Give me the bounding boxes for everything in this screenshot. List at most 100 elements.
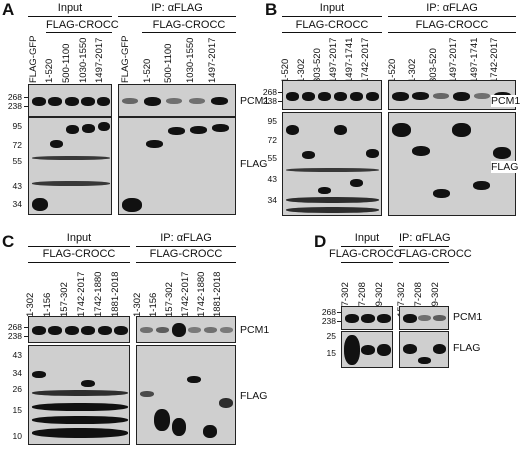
mw-marker: 43 xyxy=(267,174,277,184)
blot-flag-input xyxy=(28,345,130,445)
ip-header: IP: αFLAG xyxy=(399,232,451,244)
mw-marker: 268 xyxy=(7,322,22,332)
pcm1-label: PCM1 xyxy=(491,95,520,107)
mw-marker: 34 xyxy=(267,195,277,205)
header-rule xyxy=(28,16,112,17)
header-rule xyxy=(136,246,236,247)
construct-label: FLAG-CROCC xyxy=(399,248,472,260)
mw-marker: 43 xyxy=(12,181,22,191)
lane-label: 500-1100 xyxy=(163,43,174,83)
mw-tick xyxy=(337,312,341,313)
input-header: Input xyxy=(319,2,345,14)
mw-marker: 238 xyxy=(7,101,22,111)
header-rule xyxy=(341,246,393,247)
mw-tick xyxy=(278,92,282,93)
lane-label: FLAG-GFP xyxy=(28,35,39,83)
mw-marker: 34 xyxy=(12,368,22,378)
lane-label: FLAG-GFP xyxy=(120,35,131,83)
mw-marker: 238 xyxy=(7,331,22,341)
mw-tick xyxy=(337,321,341,322)
blot-flag-ip xyxy=(136,345,236,445)
header-rule xyxy=(399,262,449,263)
mw-tick xyxy=(24,106,28,107)
mw-tick xyxy=(278,101,282,102)
lane-label: 1881-2018 xyxy=(212,271,223,317)
lane-label: 1742-2017 xyxy=(360,37,371,83)
ip-header: IP: αFLAG xyxy=(426,2,478,14)
blot-flag-input xyxy=(341,331,393,368)
panel-letter: C xyxy=(2,232,15,251)
lane-label: 157-302 xyxy=(59,282,70,317)
header-rule xyxy=(388,16,516,17)
ip-header: IP: αFLAG xyxy=(160,232,212,244)
lane-label: 1742-2017 xyxy=(180,271,191,317)
mw-marker: 10 xyxy=(12,431,22,441)
mw-tick xyxy=(24,336,28,337)
mw-marker: 238 xyxy=(262,96,277,106)
mw-marker: 15 xyxy=(12,405,22,415)
header-rule xyxy=(142,32,236,33)
flag-label: FLAG xyxy=(240,158,268,170)
lane-label: 1-156 xyxy=(42,292,53,317)
lane-label: 1742-1880 xyxy=(93,271,104,317)
lane-label: 1-520 xyxy=(44,58,55,83)
mw-marker: 34 xyxy=(12,199,22,209)
blot-flag-ip xyxy=(399,331,449,368)
lane-label: 1742-2017 xyxy=(489,37,500,83)
lane-label: 303-520 xyxy=(428,48,439,83)
mw-marker: 268 xyxy=(262,87,277,97)
blot-pcm1-ip xyxy=(136,316,236,343)
panel-letter: B xyxy=(265,0,278,19)
construct-label: FLAG-CROCC xyxy=(415,19,489,31)
header-rule xyxy=(118,16,236,17)
mw-marker: 268 xyxy=(321,307,336,317)
lane-label: 303-520 xyxy=(312,48,323,83)
mw-marker: 15 xyxy=(326,348,336,358)
mw-marker: 43 xyxy=(12,350,22,360)
construct-label: FLAG-CROCC xyxy=(149,248,223,260)
mw-tick xyxy=(24,97,28,98)
mw-marker: 55 xyxy=(267,153,277,163)
mw-tick xyxy=(24,327,28,328)
mw-marker: 95 xyxy=(12,121,22,131)
lane-label: 1030-1550 xyxy=(78,37,89,83)
blot-flag-input xyxy=(282,112,382,216)
flag-label: FLAG xyxy=(453,342,481,354)
header-rule xyxy=(399,246,449,247)
header-rule xyxy=(388,32,516,33)
lane-label: 1497-1741 xyxy=(469,37,480,83)
pcm1-label: PCM1 xyxy=(453,311,483,323)
construct-label: FLAG-CROCC xyxy=(46,19,119,31)
lane-label: 1-156 xyxy=(148,292,159,317)
construct-label: FLAG-CROCC xyxy=(295,19,369,31)
header-rule xyxy=(282,16,382,17)
lane-label: 1030-1550 xyxy=(185,37,196,83)
flag-label: FLAG xyxy=(491,161,519,173)
header-rule xyxy=(28,246,130,247)
lane-label: 500-1100 xyxy=(61,43,72,83)
panel-letter: A xyxy=(2,0,15,19)
mw-marker: 72 xyxy=(12,140,22,150)
mw-marker: 95 xyxy=(267,116,277,126)
mw-marker: 72 xyxy=(267,135,277,145)
blot-flag-ip xyxy=(118,117,236,215)
lane-label: 1497-2017 xyxy=(328,37,339,83)
blot-pcm1-ip xyxy=(399,306,449,330)
input-header: Input xyxy=(354,232,380,244)
lane-label: 1497-2017 xyxy=(207,37,218,83)
pcm1-label: PCM1 xyxy=(240,95,270,107)
panel-letter: D xyxy=(314,232,327,251)
blot-pcm1-input xyxy=(28,316,130,343)
header-rule xyxy=(136,262,236,263)
lane-label: 1-302 xyxy=(25,292,36,317)
lane-label: 1-520 xyxy=(142,58,153,83)
pcm1-label: PCM1 xyxy=(240,324,270,336)
lane-label: 1881-2018 xyxy=(110,271,121,317)
header-rule xyxy=(341,262,393,263)
ip-header: IP: αFLAG xyxy=(151,2,203,14)
lane-label: 1742-1880 xyxy=(196,271,207,317)
lane-label: 1-302 xyxy=(132,292,143,317)
input-header: Input xyxy=(66,232,92,244)
mw-marker: 25 xyxy=(326,331,336,341)
header-rule xyxy=(282,32,382,33)
